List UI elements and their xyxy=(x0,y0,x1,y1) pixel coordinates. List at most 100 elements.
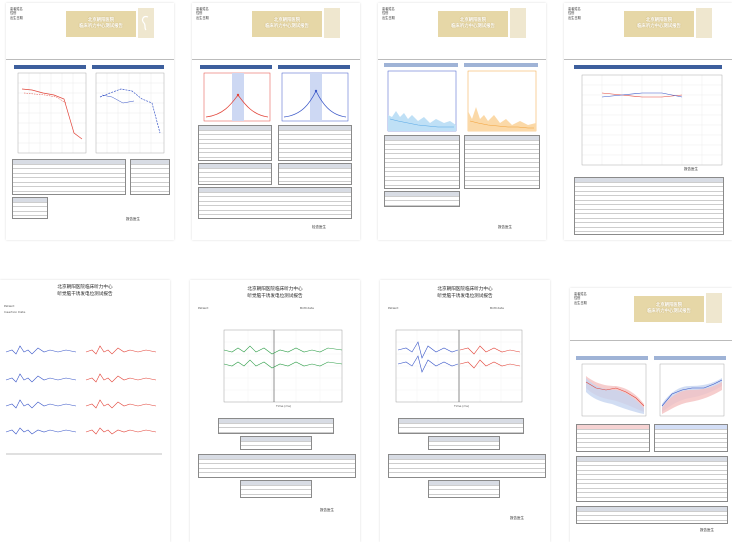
threshold-table xyxy=(574,177,724,235)
ear-logo-icon xyxy=(706,293,722,323)
report-page-abr-waves: 北京朝阳医院临床听力中心 听觉脑干诱发电位测试报告 Patient Insert… xyxy=(0,280,170,542)
time-axis-label: Time (ms) xyxy=(454,404,470,408)
left-bc-line xyxy=(101,94,135,104)
signature-label: 报告医生 xyxy=(510,516,524,520)
report-page-speech: 患者姓名 性别 出生日期 北京朝阳医院 临床听力中心测试报告 报告医生 xyxy=(570,288,732,542)
meta-sex: 性别 xyxy=(568,11,575,16)
report-header: 患者姓名 性别 出生日期 北京朝阳医院 临床听力中心测试报告 xyxy=(192,3,360,60)
report-title-box: 北京朝阳医院 临床听力中心测试报告 xyxy=(438,8,526,38)
meta-sex: 性别 xyxy=(574,296,581,301)
audiogram-left xyxy=(95,72,165,154)
meta-sex: 性别 xyxy=(10,11,17,16)
report-title: 临床听力中心测试报告 xyxy=(265,24,309,29)
insertion-label: Insertion Date xyxy=(4,310,26,314)
abr-title-line1: 北京朝阳医院临床听力中心 xyxy=(57,285,113,290)
patient-meta: 患者姓名 性别 出生日期 xyxy=(196,7,209,20)
abr-green-chart xyxy=(223,329,343,403)
abr-stim-table xyxy=(240,480,312,498)
report-page-dpoae: 患者姓名 性别 出生日期 北京朝阳医院 临床听力中心测试报告 报告医生 xyxy=(378,3,546,240)
dpoae-right xyxy=(387,70,457,132)
dpoae-summary-table xyxy=(384,191,460,207)
report-header: 患者姓名 性别 出生日期 北京朝阳医院 临床听力中心测试报告 xyxy=(6,3,174,60)
dpoae-right-table xyxy=(384,135,460,189)
ear-logo-icon xyxy=(324,8,340,38)
report-header: 患者姓名 性别 出生日期 北京朝阳医院 临床听力中心测试报告 xyxy=(564,3,732,60)
abr-left-waves xyxy=(5,345,77,435)
hospital-name: 北京朝阳医院 xyxy=(645,18,673,23)
report-title: 临床听力中心测试报告 xyxy=(451,24,495,29)
tymp-right-table xyxy=(198,125,272,161)
signature-label: 报告医生 xyxy=(126,217,140,221)
meta-date: 出生日期 xyxy=(574,300,587,305)
report-header: 患者姓名 性别 出生日期 北京朝阳医院 临床听力中心测试报告 xyxy=(570,288,732,341)
signature-label: 报告医生 xyxy=(684,167,698,171)
reflex-right-table xyxy=(198,163,272,185)
abr-latency-table xyxy=(240,436,312,450)
right-ear-bar xyxy=(14,65,86,69)
abr-title-line2: 听觉脑干诱发电位测试报告 xyxy=(247,294,303,299)
report-title: 临床听力中心测试报告 xyxy=(79,24,123,29)
abr-title: 北京朝阳医院临床听力中心 听觉脑干诱发电位测试报告 xyxy=(0,284,170,298)
meta-sex: 性别 xyxy=(382,11,389,16)
hospital-name: 北京朝阳医院 xyxy=(459,18,487,23)
patient-meta: 患者姓名 性别 出生日期 xyxy=(568,7,581,20)
time-axis-label: Time (ms) xyxy=(276,404,292,408)
abr-result-table xyxy=(398,418,524,434)
abr-title-line1: 北京朝阳医院临床听力中心 xyxy=(247,287,303,292)
signature-label: 报告医生 xyxy=(320,508,334,512)
report-title-box: 北京朝阳医院 临床听力中心测试报告 xyxy=(634,293,722,323)
speech-right xyxy=(581,363,647,417)
right-threshold-line xyxy=(601,92,683,98)
meta-name: 患者姓名 xyxy=(10,7,23,11)
abr-binaural-chart xyxy=(395,329,523,403)
meta-date: 出生日期 xyxy=(568,15,581,20)
report-page-abr-green: 北京朝阳医院临床听力中心 听觉脑干诱发电位测试报告 Patient Birthd… xyxy=(190,280,360,542)
meta-date: 出生日期 xyxy=(10,15,23,20)
meta-sex: 性别 xyxy=(196,11,203,16)
report-page-threshold: 患者姓名 性别 出生日期 北京朝阳医院 临床听力中心测试报告 报告医生 xyxy=(564,3,732,240)
report-title-box: 北京朝阳医院 临床听力中心测试报告 xyxy=(66,8,154,38)
left-ac-line xyxy=(99,88,161,134)
birthdate-label: Birthdate xyxy=(300,306,314,310)
left-ear-bar xyxy=(654,356,726,360)
threshold-plot xyxy=(581,74,723,166)
tympanogram-left xyxy=(281,72,349,122)
signature-label: 检查医生 xyxy=(312,225,326,229)
meta-name: 患者姓名 xyxy=(574,292,587,296)
patient-label: Patient xyxy=(388,306,399,310)
dpoae-left-table xyxy=(464,135,540,189)
ear-logo-icon xyxy=(696,8,712,38)
hospital-name: 北京朝阳医院 xyxy=(87,18,115,23)
reflex-left-table xyxy=(278,163,352,185)
abr-interval-table xyxy=(388,454,546,478)
abr-result-table xyxy=(218,418,334,434)
speech-summary-table xyxy=(576,456,728,502)
abr-title-line2: 听觉脑干诱发电位测试报告 xyxy=(57,292,113,297)
plot-bar xyxy=(574,65,722,69)
right-ear-bar xyxy=(384,63,458,67)
right-bc-line xyxy=(23,92,67,104)
left-ear-bar xyxy=(92,65,164,69)
masking-table xyxy=(12,197,48,219)
speech-score-table xyxy=(576,506,728,524)
patient-meta: 患者姓名 性别 出生日期 xyxy=(574,292,587,305)
reflex-detail-table xyxy=(198,187,352,219)
report-page-abr-binaural: 北京朝阳医院临床听力中心 听觉脑干诱发电位测试报告 Patient Birthd… xyxy=(380,280,550,542)
patient-meta: 患者姓名 性别 出生日期 xyxy=(10,7,23,20)
hospital-name: 北京朝阳医院 xyxy=(655,303,683,308)
birthdate-label: Birthdate xyxy=(490,306,504,310)
abr-latency-table xyxy=(428,436,500,450)
ear-logo-icon xyxy=(510,8,526,38)
report-page-tympanometry: 患者姓名 性别 出生日期 北京朝阳医院 临床听力中心测试报告 检查医生 xyxy=(192,3,360,240)
legend-table xyxy=(130,159,170,195)
meta-name: 患者姓名 xyxy=(196,7,209,11)
report-title-box: 北京朝阳医院 临床听力中心测试报告 xyxy=(252,8,340,38)
report-title: 临床听力中心测试报告 xyxy=(637,24,681,29)
ear-logo-icon xyxy=(138,8,154,38)
meta-date: 出生日期 xyxy=(196,15,209,20)
right-ac-line xyxy=(21,88,83,140)
tymp-left-table xyxy=(278,125,352,161)
right-ear-bar xyxy=(576,356,648,360)
left-ear-bar xyxy=(278,65,350,69)
abr-time-axis xyxy=(6,453,162,455)
